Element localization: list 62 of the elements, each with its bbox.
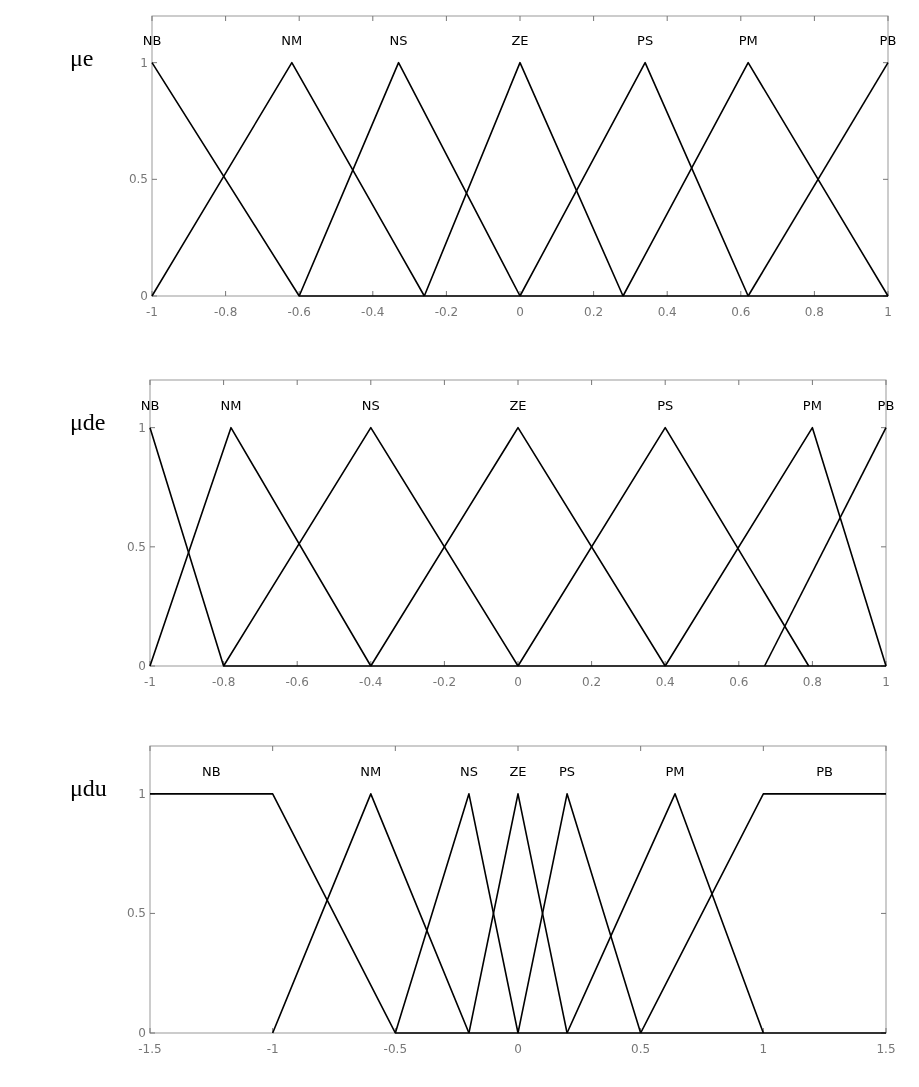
x-tick-label: -1: [146, 305, 158, 319]
series-label: NB: [140, 397, 160, 413]
x-tick-label: -0.8: [213, 305, 238, 319]
y-tick-label: 1: [140, 55, 148, 70]
series-label: PM: [738, 32, 758, 48]
series-label: PS: [637, 32, 654, 48]
x-tick-label: 0: [514, 1042, 522, 1056]
x-tick-label: -0.4: [361, 305, 385, 319]
y-axis-title: μe: [70, 45, 94, 71]
y-tick-label: 1: [138, 786, 146, 801]
x-tick-label: 0.4: [655, 675, 675, 689]
y-tick-label: 0.5: [126, 539, 146, 554]
x-tick-label: 0.5: [631, 1042, 651, 1056]
y-tick-label: 0: [140, 289, 148, 303]
y-tick-label: 0: [138, 659, 146, 673]
x-tick-label: 0.6: [731, 305, 751, 319]
y-tick-label: 0: [138, 1026, 146, 1040]
x-tick-label: -0.6: [287, 305, 311, 319]
x-tick-label: 0: [516, 305, 524, 319]
series-label: PB: [879, 32, 897, 48]
series-label: NB: [142, 32, 162, 48]
x-tick-label: 0.8: [802, 675, 822, 689]
series-label: ZE: [509, 397, 527, 413]
series-label: PB: [877, 397, 895, 413]
series-label: NM: [220, 397, 242, 413]
x-tick-label: 1: [884, 305, 892, 319]
x-tick-label: 0.2: [582, 675, 602, 689]
x-tick-label: -0.2: [434, 305, 459, 319]
x-tick-label: 0.6: [729, 675, 749, 689]
x-tick-label: 1: [759, 1042, 768, 1056]
series-label: PS: [657, 397, 674, 413]
y-tick-label: 1: [138, 420, 146, 435]
series-label: NS: [361, 397, 380, 413]
series-label: PB: [816, 763, 834, 779]
series-label: PM: [802, 397, 822, 413]
x-tick-label: 0: [514, 675, 522, 689]
series-label: PM: [665, 763, 685, 779]
x-tick-label: 1: [882, 675, 890, 689]
series-label: NS: [389, 32, 408, 48]
x-tick-label: -0.6: [285, 675, 309, 689]
y-axis-title: μde: [70, 409, 106, 435]
series-label: ZE: [511, 32, 529, 48]
x-tick-label: -1.5: [138, 1042, 162, 1056]
series-label: NB: [202, 763, 221, 779]
x-tick-label: -0.4: [359, 675, 383, 689]
series-label: NM: [281, 32, 303, 48]
series-label: ZE: [509, 763, 527, 779]
x-tick-label: 0.8: [804, 305, 824, 319]
series-label: NS: [459, 763, 478, 779]
x-tick-label: -1: [144, 675, 156, 689]
x-tick-label: 0.4: [657, 305, 677, 319]
x-tick-label: 1.5: [876, 1042, 896, 1056]
series-label: PS: [559, 763, 576, 779]
y-tick-label: 0.5: [126, 906, 146, 921]
x-tick-label: -0.2: [432, 675, 457, 689]
x-tick-label: -1: [266, 1042, 279, 1056]
x-tick-label: 0.2: [584, 305, 604, 319]
y-tick-label: 0.5: [128, 172, 148, 187]
y-axis-title: μdu: [70, 775, 107, 801]
series-label: NM: [360, 763, 382, 779]
x-tick-label: -0.8: [211, 675, 236, 689]
x-tick-label: -0.5: [383, 1042, 408, 1056]
